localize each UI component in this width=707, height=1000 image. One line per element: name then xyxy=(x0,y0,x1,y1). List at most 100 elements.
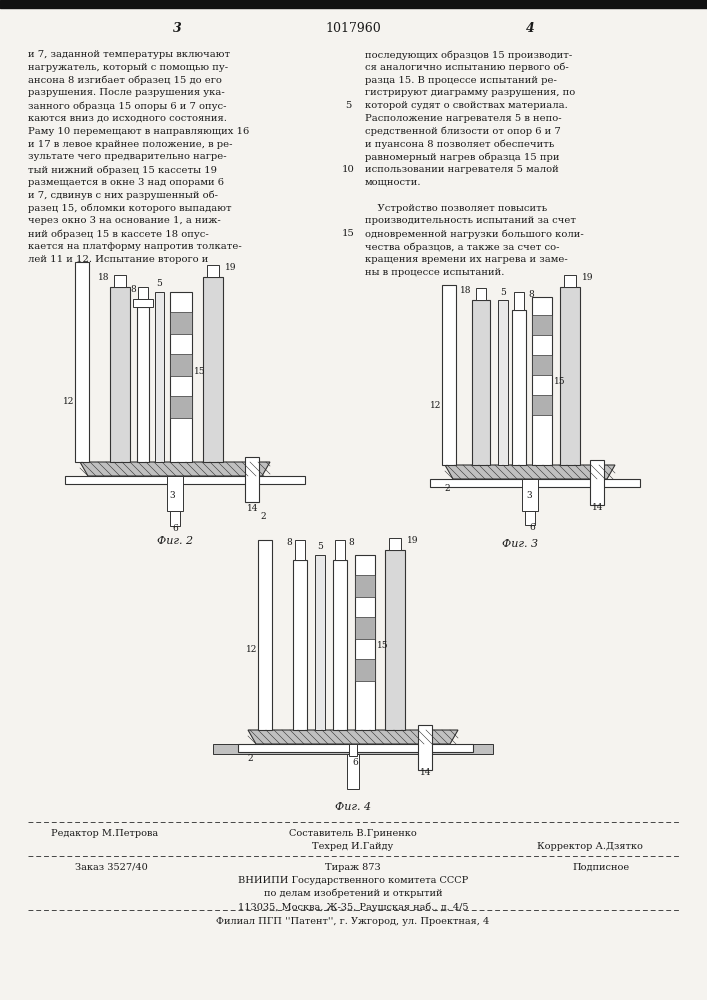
Text: гистрируют диаграмму разрушения, по: гистрируют диаграмму разрушения, по xyxy=(365,88,575,97)
Text: размещается в окне 3 над опорами 6: размещается в окне 3 над опорами 6 xyxy=(28,178,224,187)
Text: 3: 3 xyxy=(527,490,532,499)
Bar xyxy=(293,560,307,730)
Text: 12: 12 xyxy=(430,400,441,410)
Text: ансона 8 изгибает образец 15 до его: ансона 8 изгибает образец 15 до его xyxy=(28,76,222,85)
Bar xyxy=(170,396,192,418)
Bar xyxy=(333,560,347,730)
Text: 15: 15 xyxy=(377,641,389,650)
Bar xyxy=(295,540,305,560)
Bar xyxy=(430,479,640,487)
Bar xyxy=(514,292,524,310)
Text: нагружатель, который с помощью пу-: нагружатель, который с помощью пу- xyxy=(28,63,228,72)
Bar xyxy=(498,300,508,465)
Bar xyxy=(525,511,535,525)
Text: мощности.: мощности. xyxy=(365,178,421,187)
Text: 5: 5 xyxy=(500,288,506,297)
Text: лей 11 и 12. Испытание второго и: лей 11 и 12. Испытание второго и xyxy=(28,255,209,264)
Bar xyxy=(349,744,357,756)
Bar xyxy=(138,287,148,299)
Text: Филиал ПГП ''Патент'', г. Ужгород, ул. Проектная, 4: Филиал ПГП ''Патент'', г. Ужгород, ул. П… xyxy=(216,917,490,926)
Text: ВНИИПИ Государственного комитета СССР: ВНИИПИ Государственного комитета СССР xyxy=(238,876,468,885)
Text: 8: 8 xyxy=(528,290,534,299)
Bar xyxy=(258,540,272,730)
Text: 19: 19 xyxy=(225,263,237,272)
Text: 2: 2 xyxy=(260,512,266,521)
Text: Техред И.Гайду: Техред И.Гайду xyxy=(312,842,394,851)
Text: 1017960: 1017960 xyxy=(325,21,381,34)
Polygon shape xyxy=(248,730,458,744)
Text: кращения времени их нагрева и заме-: кращения времени их нагрева и заме- xyxy=(365,255,568,264)
Text: производительность испытаний за счет: производительность испытаний за счет xyxy=(365,216,576,225)
Text: 15: 15 xyxy=(194,367,206,376)
Text: и пуансона 8 позволяет обеспечить: и пуансона 8 позволяет обеспечить xyxy=(365,140,554,149)
Text: которой судят о свойствах материала.: которой судят о свойствах материала. xyxy=(365,101,568,110)
Bar xyxy=(167,476,183,511)
Bar xyxy=(0,0,707,8)
Text: Тираж 873: Тираж 873 xyxy=(325,863,381,872)
Bar xyxy=(389,538,401,550)
Text: 14: 14 xyxy=(247,504,259,513)
Text: одновременной нагрузки большого коли-: одновременной нагрузки большого коли- xyxy=(365,229,584,239)
Text: 18: 18 xyxy=(98,273,109,282)
Text: 5: 5 xyxy=(345,101,351,110)
Text: 3: 3 xyxy=(170,491,175,500)
Bar xyxy=(564,275,576,287)
Bar xyxy=(213,744,493,754)
Bar xyxy=(522,479,538,511)
Text: ний образец 15 в кассете 18 опус-: ний образец 15 в кассете 18 опус- xyxy=(28,229,209,239)
Text: 2: 2 xyxy=(445,484,450,493)
Text: каются вниз до исходного состояния.: каются вниз до исходного состояния. xyxy=(28,114,227,123)
Bar xyxy=(315,555,325,730)
Text: 12: 12 xyxy=(63,397,74,406)
Text: 14: 14 xyxy=(592,503,604,512)
Text: использовании нагревателя 5 малой: использовании нагревателя 5 малой xyxy=(365,165,559,174)
Bar xyxy=(532,355,552,375)
Bar xyxy=(385,550,405,730)
Text: Фиг. 2: Фиг. 2 xyxy=(157,536,193,546)
Bar xyxy=(170,354,192,376)
Text: и 7, сдвинув с них разрушенный об-: и 7, сдвинув с них разрушенный об- xyxy=(28,191,218,200)
Text: через окно 3 на основание 1, а ниж-: через окно 3 на основание 1, а ниж- xyxy=(28,216,221,225)
Bar xyxy=(245,457,259,502)
Bar xyxy=(355,617,375,639)
Bar xyxy=(170,511,180,526)
Text: 6: 6 xyxy=(172,524,178,533)
Bar xyxy=(355,575,375,597)
Bar xyxy=(532,297,552,465)
Text: занного образца 15 опоры 6 и 7 опус-: занного образца 15 опоры 6 и 7 опус- xyxy=(28,101,226,111)
Bar xyxy=(532,315,552,335)
Bar xyxy=(335,540,345,560)
Polygon shape xyxy=(445,465,615,479)
Text: Заказ 3527/40: Заказ 3527/40 xyxy=(75,863,148,872)
Bar xyxy=(133,299,153,307)
Text: 5: 5 xyxy=(156,279,163,288)
Bar xyxy=(238,744,473,752)
Text: зультате чего предварительно нагре-: зультате чего предварительно нагре- xyxy=(28,152,227,161)
Text: тый нижний образец 15 кассеты 19: тый нижний образец 15 кассеты 19 xyxy=(28,165,217,175)
Text: 8: 8 xyxy=(286,538,292,547)
Bar xyxy=(532,395,552,415)
Text: 4: 4 xyxy=(525,21,534,34)
Text: Раму 10 перемещают в направляющих 16: Раму 10 перемещают в направляющих 16 xyxy=(28,127,250,136)
Text: Фиг. 3: Фиг. 3 xyxy=(502,539,538,549)
Text: 12: 12 xyxy=(245,646,257,654)
Bar xyxy=(442,285,456,465)
Bar xyxy=(155,292,164,462)
Text: Составитель В.Гриненко: Составитель В.Гриненко xyxy=(289,829,417,838)
Text: по делам изобретений и открытий: по делам изобретений и открытий xyxy=(264,889,443,898)
Text: 8: 8 xyxy=(348,538,354,547)
Text: и 17 в левое крайнее положение, в ре-: и 17 в левое крайнее положение, в ре- xyxy=(28,140,233,149)
Text: 19: 19 xyxy=(407,536,419,545)
Bar xyxy=(203,277,223,462)
Text: 6: 6 xyxy=(352,758,358,767)
Bar xyxy=(170,292,192,462)
Text: 18: 18 xyxy=(460,286,471,295)
Text: 113035, Москва, Ж-35, Раушская наб., д. 4/5: 113035, Москва, Ж-35, Раушская наб., д. … xyxy=(238,902,468,912)
Text: разец 15, обломки которого выпадают: разец 15, обломки которого выпадают xyxy=(28,204,232,213)
Text: ся аналогично испытанию первого об-: ся аналогично испытанию первого об- xyxy=(365,63,568,72)
Bar xyxy=(418,725,432,770)
Bar xyxy=(512,310,526,465)
Bar xyxy=(170,312,192,334)
Text: 5: 5 xyxy=(317,542,323,551)
Bar xyxy=(476,288,486,300)
